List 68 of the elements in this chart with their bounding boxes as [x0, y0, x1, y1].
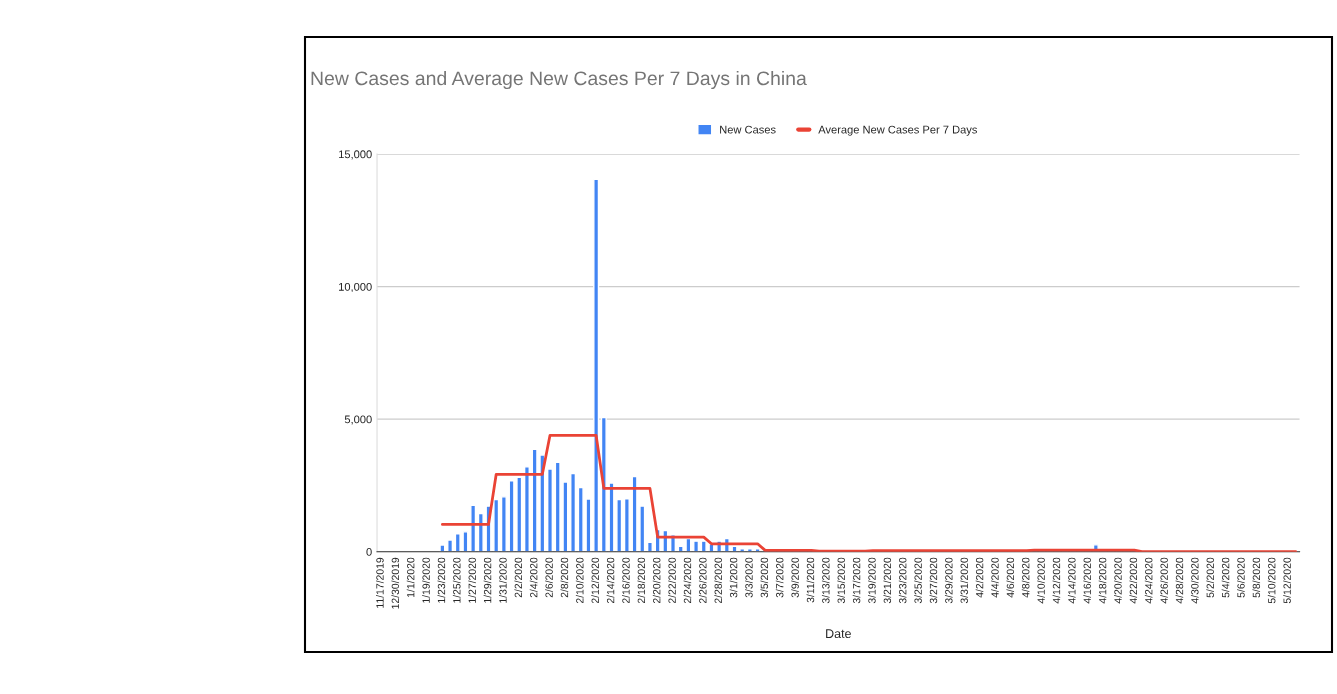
x-tick-label: 4/22/2020	[1129, 557, 1138, 604]
x-tick-label: 5/10/2020	[1267, 557, 1276, 604]
x-tick-label: 4/12/2020	[1052, 557, 1061, 604]
x-tick-label: 4/4/2020	[991, 557, 999, 598]
x-tick-label: 2/24/2020	[683, 557, 692, 604]
x-tick-label: 1/19/2020	[422, 557, 430, 603]
x-tick-label: 5/6/2020	[1237, 557, 1245, 598]
x-tick-label: 1/31/2020	[499, 557, 507, 603]
x-tick-label: 1/27/2020	[468, 557, 476, 603]
legend-label: New Cases	[720, 125, 776, 134]
x-tick-label: 2/22/2020	[668, 557, 676, 604]
y-tick-label: 10,000	[339, 282, 372, 293]
x-tick-label: 2/20/2020	[652, 557, 661, 604]
x-tick-label: 2/26/2020	[698, 557, 707, 604]
x-tick-label: 11/17/2019	[376, 557, 384, 608]
x-tick-label: 1/29/2020	[483, 557, 492, 603]
x-tick-label: 5/8/2020	[1252, 557, 1261, 598]
x-tick-label: 2/4/2020	[529, 557, 538, 598]
x-tick-label: 2/28/2020	[714, 557, 722, 604]
x-tick-label: 3/29/2020	[944, 557, 953, 604]
x-tick-label: 4/26/2020	[1160, 557, 1168, 604]
x-tick-label: 4/24/2020	[1144, 557, 1153, 604]
x-tick-label: 3/25/2020	[914, 557, 922, 604]
x-tick-label: 1/23/2020	[437, 557, 446, 603]
x-tick-label: 3/3/2020	[745, 557, 753, 598]
x-tick-label: 3/11/2020	[806, 557, 815, 603]
x-axis-title: Date	[826, 629, 851, 639]
x-tick-label: 4/10/2020	[1037, 557, 1045, 604]
x-tick-label: 4/16/2020	[1083, 557, 1091, 604]
x-tick-label: 3/21/2020	[883, 557, 892, 604]
x-tick-label: 3/23/2020	[898, 557, 907, 604]
x-tick-label: 4/6/2020	[1006, 557, 1015, 598]
y-tick-label: 5,000	[344, 415, 372, 425]
x-tick-label: 2/16/2020	[622, 557, 630, 604]
x-tick-label: 3/31/2020	[960, 557, 968, 604]
x-tick-label: 3/19/2020	[868, 557, 876, 604]
x-tick-label: 4/14/2020	[1067, 557, 1076, 604]
x-tick-label: 5/2/2020	[1206, 557, 1214, 598]
x-tick-label: 5/12/2020	[1283, 557, 1291, 604]
x-tick-label: 2/12/2020	[591, 557, 599, 604]
x-tick-label: 5/4/2020	[1221, 557, 1230, 598]
x-tick-label: 3/27/2020	[929, 557, 938, 604]
legend-label: Average New Cases Per 7 Days	[818, 125, 977, 136]
x-tick-label: 3/9/2020	[791, 557, 799, 598]
chart-title: New Cases and Average New Cases Per 7 Days in China	[311, 70, 807, 90]
y-tick-label: 0	[366, 548, 372, 556]
x-tick-label: 2/2/2020	[514, 557, 523, 598]
y-tick-label: 15,000	[339, 150, 372, 160]
x-tick-label: 2/18/2020	[637, 557, 646, 604]
x-tick-label: 2/8/2020	[560, 557, 569, 598]
x-tick-label: 1/1/2020	[406, 557, 415, 598]
x-tick-label: 3/13/2020	[821, 557, 830, 604]
x-tick-label: 4/2/2020	[975, 557, 984, 598]
x-tick-label: 4/18/2020	[1098, 557, 1107, 604]
x-tick-label: 4/8/2020	[1021, 557, 1030, 598]
x-tick-label: 3/17/2020	[852, 557, 861, 604]
x-tick-label: 1/25/2020	[452, 557, 461, 603]
x-tick-label: 2/14/2020	[606, 557, 615, 604]
x-tick-label: 3/15/2020	[837, 557, 845, 604]
x-tick-label: 2/10/2020	[575, 557, 584, 604]
x-tick-label: 4/30/2020	[1190, 557, 1199, 604]
x-tick-label: 3/1/2020	[729, 557, 738, 598]
x-tick-label: 12/30/2019	[391, 557, 400, 609]
x-tick-label: 2/6/2020	[545, 557, 553, 598]
x-tick-label: 4/28/2020	[1175, 557, 1184, 604]
x-tick-label: 3/7/2020	[775, 557, 784, 598]
x-tick-label: 3/5/2020	[760, 557, 769, 598]
x-tick-label: 4/20/2020	[1114, 557, 1122, 604]
